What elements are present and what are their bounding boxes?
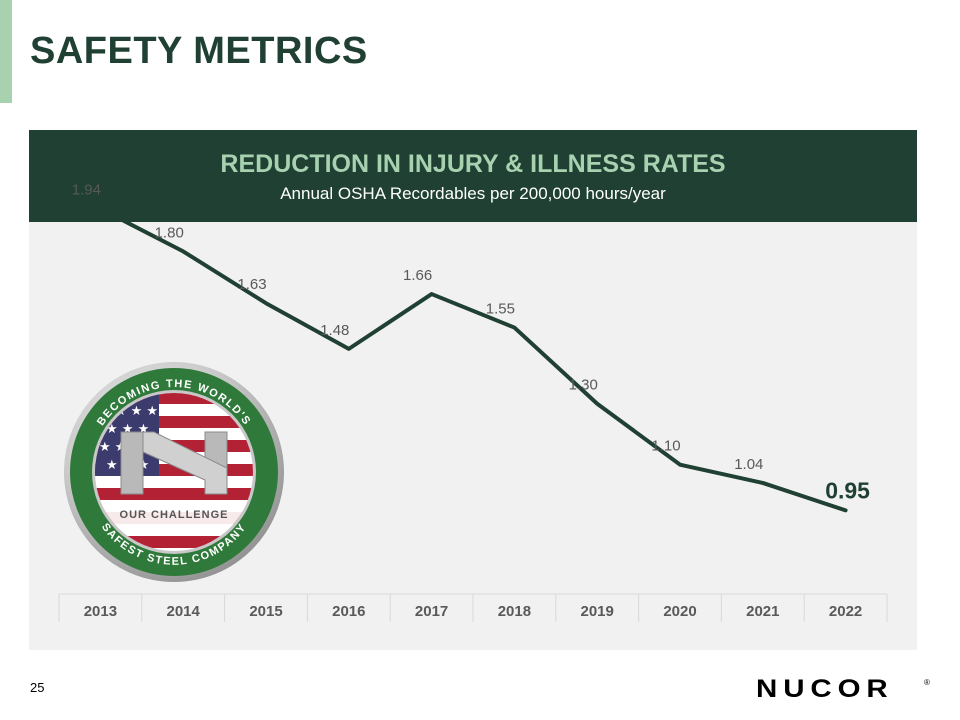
x-tick-label: 2022: [829, 603, 862, 620]
series-line: [98, 206, 848, 513]
chart-subtitle: Annual OSHA Recordables per 200,000 hour…: [280, 184, 666, 203]
data-label: 1.80: [155, 224, 184, 241]
series-safety-rate: 1.94 1.80 1.63 1.48 1.66 1.55 1.30 1.10 1.04 0.95: [72, 182, 870, 513]
data-label: 1.10: [651, 438, 680, 455]
challenge-badge: ★ ★ ★ ★ ★ ★ ★ ★ ★ ★ ★ ★ ★ ★ OUR CHALLENG…: [64, 362, 284, 582]
logo-text: NUCOR: [756, 676, 894, 700]
x-tick-label: 2017: [415, 603, 448, 620]
registered-mark: ®: [924, 678, 930, 687]
data-label-highlight: 0.95: [825, 477, 870, 503]
nucor-logo: NUCOR ®: [756, 676, 930, 700]
data-label: 1.48: [320, 322, 349, 339]
data-label: 1.55: [486, 301, 515, 318]
chart-title: REDUCTION IN INJURY & ILLNESS RATES: [220, 150, 726, 178]
x-tick-label: 2018: [498, 603, 531, 620]
data-label: 1.66: [403, 267, 432, 284]
x-tick-label: 2021: [746, 603, 779, 620]
chart-panel: REDUCTION IN INJURY & ILLNESS RATES Annu…: [29, 130, 917, 650]
x-tick-label: 2015: [249, 603, 282, 620]
page-number: 25: [30, 680, 45, 695]
x-tick-label: 2019: [581, 603, 614, 620]
x-axis: 2013 2014 2015 2016 2017 2018 2019 2020 2021 2022: [58, 593, 888, 622]
x-tick-label: 2020: [663, 603, 696, 620]
title-accent-bar: [0, 0, 12, 103]
x-tick-label: 2016: [332, 603, 365, 620]
x-tick-label: 2014: [167, 603, 201, 620]
slide-title: SAFETY METRICS: [30, 30, 368, 72]
data-label: 1.30: [569, 377, 598, 394]
data-label: 1.04: [734, 456, 763, 473]
badge-middle-text: OUR CHALLENGE: [120, 509, 229, 521]
x-tick-label: 2013: [84, 603, 117, 620]
data-label: 1.63: [237, 276, 266, 293]
data-label: 1.94: [72, 182, 101, 199]
nucor-n-icon: [120, 431, 228, 495]
line-chart: ★ ★ ★ ★ ★ ★ ★ ★ ★ ★ ★ ★ ★ ★ OUR CHALLENG…: [58, 182, 888, 622]
chart-header: REDUCTION IN INJURY & ILLNESS RATES Annu…: [29, 130, 917, 222]
